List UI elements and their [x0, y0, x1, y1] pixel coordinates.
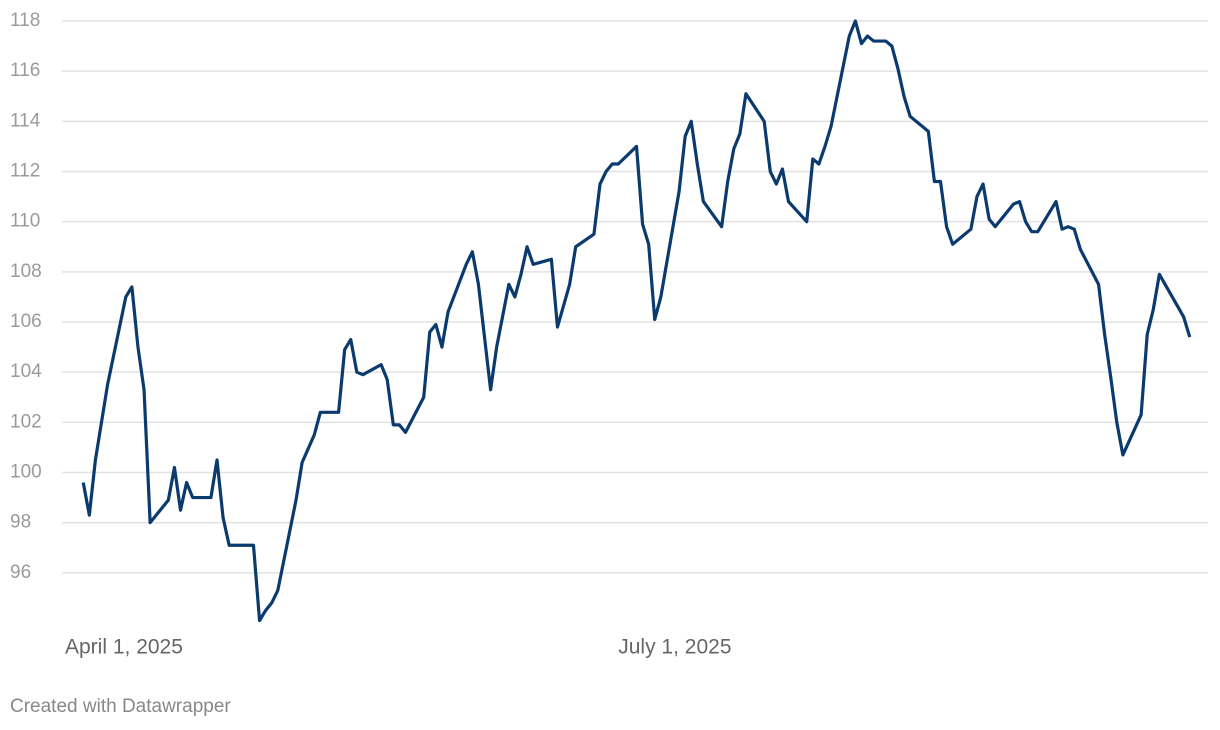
y-tick-label: 116 [10, 60, 40, 81]
y-tick-label: 102 [10, 411, 42, 432]
y-tick-label: 98 [10, 512, 31, 533]
y-tick-label: 112 [10, 161, 40, 182]
y-tick-label: 118 [10, 10, 40, 31]
x-tick-label: April 1, 2025 [65, 636, 183, 659]
y-tick-label: 100 [10, 462, 42, 483]
y-tick-label: 104 [10, 361, 42, 382]
y-tick-label: 108 [10, 261, 42, 282]
x-tick-label: July 1, 2025 [618, 636, 731, 659]
data-line [81, 19, 1192, 623]
y-tick-label: 110 [10, 211, 40, 232]
y-tick-label: 96 [10, 562, 31, 583]
y-tick-label: 114 [10, 110, 41, 131]
footer: Created with Datawrapper [10, 696, 231, 717]
y-tick-label: 106 [10, 311, 42, 332]
